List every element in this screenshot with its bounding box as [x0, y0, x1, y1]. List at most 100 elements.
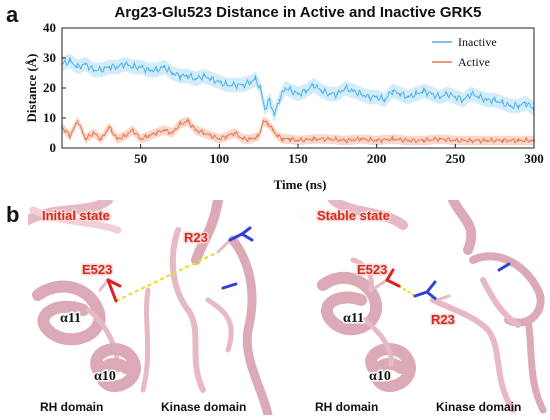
data-point-inactive [92, 69, 95, 71]
data-point-inactive [383, 99, 386, 101]
y-axis-label: Distance (Å) [24, 54, 39, 123]
data-point-active [108, 126, 111, 128]
data-point-active [171, 132, 174, 134]
data-point-inactive [108, 66, 111, 68]
residue-label-r23-initial: R23 [184, 230, 208, 245]
data-point-active [454, 139, 457, 142]
data-point-active [271, 129, 274, 131]
data-point-active [344, 139, 347, 142]
data-point-inactive [344, 87, 347, 89]
data-point-inactive [454, 96, 457, 98]
data-point-active [234, 132, 236, 134]
data-point-active [202, 132, 205, 134]
data-point-inactive [226, 84, 229, 86]
data-point-active [438, 138, 441, 140]
data-point-inactive [186, 75, 189, 77]
data-point-inactive [336, 93, 339, 95]
data-point-active [257, 135, 260, 137]
data-point-active [155, 132, 158, 134]
data-point-inactive [259, 87, 262, 89]
data-point-inactive [478, 96, 480, 98]
data-point-active [485, 139, 488, 142]
data-point-inactive [100, 69, 103, 71]
data-point-inactive [297, 93, 299, 95]
data-point-inactive [171, 72, 174, 74]
panel-letter-b: b [6, 202, 20, 227]
data-point-inactive [517, 105, 520, 107]
data-point-active [218, 138, 221, 140]
data-point-inactive [249, 81, 252, 83]
data-point-inactive [273, 114, 276, 116]
data-point-inactive [312, 84, 315, 86]
data-point-inactive [76, 66, 79, 68]
x-axis-label: Time (ns) [274, 177, 327, 192]
x-tick-label: 200 [367, 151, 387, 166]
data-point-active [92, 132, 95, 134]
data-point-active [147, 135, 150, 137]
distance-dashed-line-stable [398, 285, 416, 297]
legend-label-active: Active [458, 55, 490, 69]
data-point-inactive [147, 69, 150, 71]
helix-label-a10-stable: α10 [369, 369, 391, 384]
state-label-initial: Initial state [42, 208, 110, 223]
data-point-inactive [320, 90, 323, 92]
structure-image-stable: Stable state E523 R23 α11 α10 RH domain … [315, 200, 547, 414]
data-point-inactive [415, 93, 417, 95]
data-point-inactive [462, 99, 465, 101]
data-point-inactive [268, 99, 271, 101]
data-point-inactive [470, 93, 472, 95]
data-point-inactive [264, 108, 266, 110]
state-label-stable: Stable state [317, 208, 390, 223]
data-point-active [194, 129, 197, 131]
data-point-active [407, 139, 410, 142]
y-tick-label: 30 [43, 50, 56, 65]
data-point-active [84, 138, 87, 140]
structure-image-initial: Initial state R23 E523 α11 α10 RH domain… [28, 200, 273, 415]
y-tick-label: 40 [43, 20, 56, 35]
data-point-active [210, 135, 213, 137]
data-point-active [312, 138, 315, 140]
data-point-active [226, 135, 229, 137]
data-point-inactive [210, 78, 213, 80]
x-tick-label: 150 [288, 151, 308, 166]
domain-label-kinase-stable: Kinase domain [436, 400, 521, 414]
data-point-active [276, 135, 279, 137]
data-point-inactive [131, 66, 134, 68]
data-point-inactive [375, 96, 378, 98]
data-point-inactive [179, 75, 181, 77]
data-point-inactive [218, 81, 221, 83]
data-point-inactive [254, 78, 257, 80]
domain-label-rh-initial: RH domain [40, 400, 103, 414]
data-point-active [517, 139, 520, 142]
data-point-inactive [124, 63, 126, 65]
data-point-inactive [290, 90, 293, 92]
data-point-inactive [163, 66, 166, 68]
series-band-inactive [62, 53, 534, 123]
x-tick-label: 300 [524, 151, 544, 166]
data-point-inactive [304, 90, 307, 92]
data-point-active [501, 139, 504, 142]
domain-label-rh-stable: RH domain [315, 400, 378, 414]
data-point-active [422, 139, 425, 142]
data-point-inactive [194, 78, 197, 80]
y-tick-label: 20 [43, 80, 56, 95]
data-point-inactive [202, 75, 205, 77]
data-point-inactive [284, 87, 287, 89]
x-tick-label: 100 [210, 151, 230, 166]
data-point-active [76, 120, 79, 122]
chart-axes: 50 100 150 200 250 300 0 10 20 30 40 [43, 20, 544, 166]
helix-label-a11-initial: α11 [60, 311, 81, 326]
residue-label-r23-stable: R23 [431, 312, 455, 327]
data-point-inactive [116, 66, 118, 68]
data-point-active [360, 138, 362, 140]
helix-label-a11-stable: α11 [343, 311, 364, 326]
data-point-active [139, 138, 142, 140]
distance-dashed-line [115, 251, 219, 302]
structure-panel-stable: Stable state E523 R23 α11 α10 RH domain … [303, 200, 548, 415]
data-point-active [281, 138, 284, 140]
data-point-inactive [525, 102, 528, 104]
data-point-inactive [430, 93, 433, 95]
data-point-inactive [399, 93, 402, 95]
data-point-inactive [155, 69, 158, 71]
data-point-inactive [68, 60, 71, 62]
